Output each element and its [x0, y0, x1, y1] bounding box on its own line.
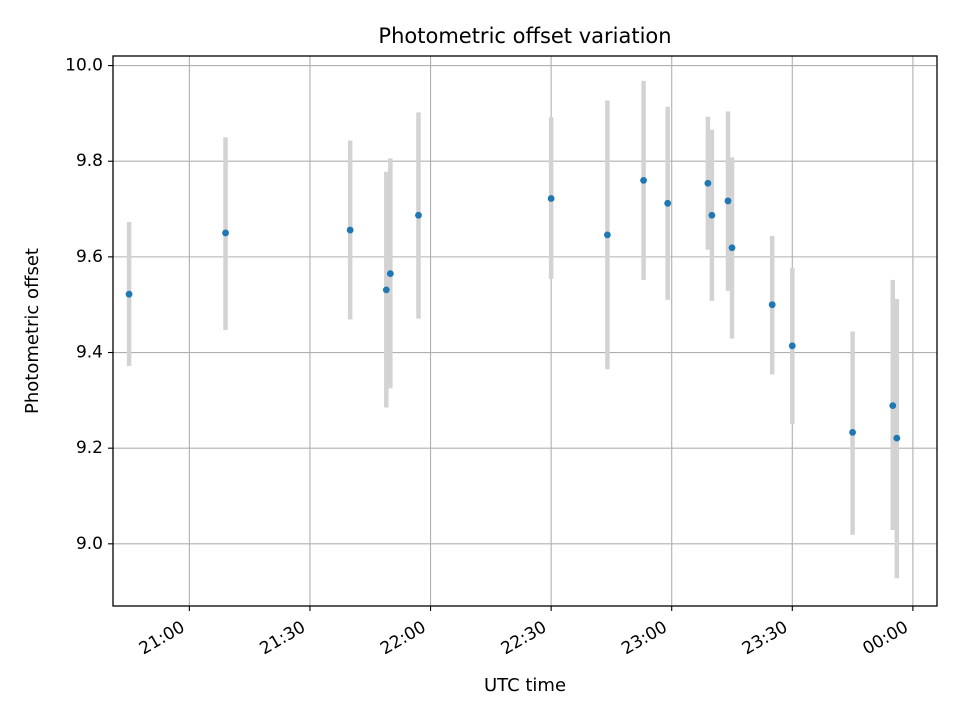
data-points — [125, 176, 901, 442]
data-point — [704, 179, 712, 187]
data-point — [125, 290, 133, 298]
y-tick-label: 9.6 — [76, 247, 103, 267]
y-axis-title: Photometric offset — [22, 248, 43, 414]
plot-frame — [112, 55, 938, 607]
y-tick-label: 9.4 — [76, 343, 103, 363]
y-tick-label: 9.2 — [76, 438, 103, 458]
data-point — [386, 270, 394, 278]
data-point — [728, 244, 736, 252]
y-tick-label: 9.8 — [76, 151, 103, 171]
data-point — [724, 197, 732, 205]
data-point — [222, 229, 229, 237]
data-point — [893, 434, 901, 442]
data-point — [889, 402, 897, 410]
data-point — [547, 195, 555, 202]
y-tick-label: 9.0 — [76, 534, 103, 554]
x-axis-title: UTC time — [484, 675, 566, 696]
y-tick-label: 10.0 — [65, 56, 103, 76]
chart-title: Photometric offset variation — [378, 24, 671, 48]
data-point — [768, 301, 776, 309]
data-point — [849, 428, 856, 436]
data-point — [415, 211, 422, 219]
data-point — [346, 226, 354, 234]
data-point — [788, 342, 796, 350]
data-point — [382, 286, 390, 294]
data-point — [708, 211, 716, 219]
data-point — [640, 176, 647, 184]
data-point — [604, 231, 611, 239]
data-point — [664, 199, 672, 207]
